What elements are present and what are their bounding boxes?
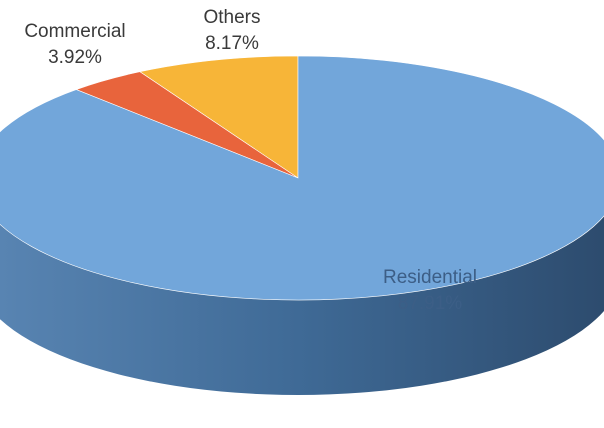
slice-value-label: 3.92% <box>48 47 102 68</box>
slice-value-label: 87.91% <box>398 293 463 314</box>
slice <box>0 55 604 301</box>
slice-label: Residential <box>383 267 477 288</box>
slice-label: Commercial <box>24 21 125 42</box>
slice <box>139 55 299 179</box>
slice-value-label: 8.17% <box>205 33 259 54</box>
slice-side <box>0 215 604 395</box>
slice-label: Others <box>203 7 260 28</box>
